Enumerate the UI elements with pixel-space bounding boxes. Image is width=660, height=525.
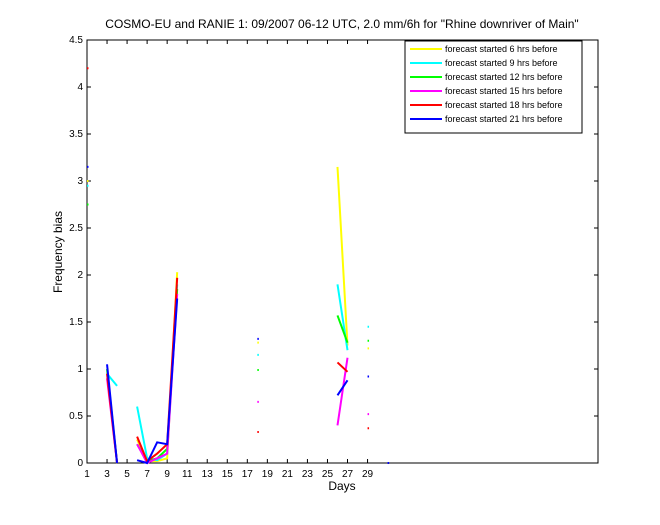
- y-tick-label: 0: [77, 458, 83, 469]
- x-tick-label: 29: [362, 469, 374, 480]
- legend-label: forecast started 12 hrs before: [445, 72, 563, 82]
- x-tick-label: 7: [144, 469, 150, 480]
- x-tick-label: 23: [302, 469, 314, 480]
- legend-label: forecast started 18 hrs before: [445, 100, 563, 110]
- y-tick-label: 3: [77, 176, 83, 187]
- x-tick-label: 15: [222, 469, 234, 480]
- x-axis-label: Days: [328, 479, 355, 493]
- x-tick-label: 13: [202, 469, 214, 480]
- y-tick-label: 4.5: [69, 35, 83, 46]
- y-tick-label: 1: [77, 364, 83, 375]
- x-tick-label: 19: [262, 469, 274, 480]
- y-tick-label: 3.5: [69, 129, 83, 140]
- x-tick-label: 3: [104, 469, 110, 480]
- y-tick-label: 2: [77, 270, 83, 281]
- x-tick-label: 11: [182, 469, 193, 480]
- y-tick-label: 1.5: [69, 317, 83, 328]
- y-tick-label: 0.5: [69, 411, 83, 422]
- x-tick-label: 25: [322, 469, 334, 480]
- y-tick-label: 2.5: [69, 223, 83, 234]
- y-axis-label: Frequency bias: [51, 211, 65, 293]
- x-tick-label: 27: [342, 469, 354, 480]
- legend-label: forecast started 21 hrs before: [445, 114, 563, 124]
- x-tick-label: 9: [164, 469, 170, 480]
- x-tick-label: 1: [84, 469, 90, 480]
- legend-label: forecast started 9 hrs before: [445, 58, 558, 68]
- chart-title: COSMO-EU and RANIE 1: 09/2007 06-12 UTC,…: [105, 17, 578, 31]
- series-line: [87, 184, 370, 462]
- legend-label: forecast started 15 hrs before: [445, 86, 563, 96]
- x-tick-label: 5: [124, 469, 130, 480]
- legend-box: [404, 40, 583, 134]
- x-tick-label: 17: [242, 469, 254, 480]
- legend-label: forecast started 6 hrs before: [445, 44, 558, 54]
- series-line: [87, 165, 390, 465]
- y-tick-label: 4: [77, 82, 83, 93]
- x-tick-label: 21: [282, 469, 294, 480]
